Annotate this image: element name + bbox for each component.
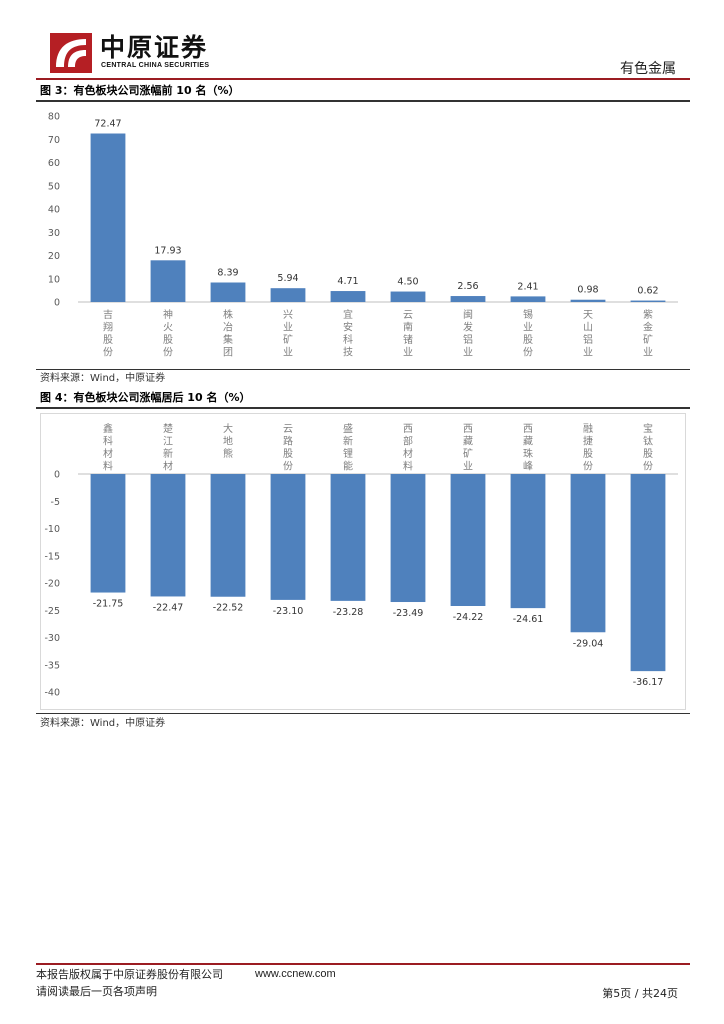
category-label: 融捷股份 xyxy=(583,423,593,473)
category-label: 云路股份 xyxy=(283,424,293,473)
category-label: 楚江新材 xyxy=(163,422,173,473)
bar xyxy=(210,474,246,597)
bar xyxy=(390,474,426,603)
y-tick-label: -20 xyxy=(44,579,60,590)
figure3-bar-chart: 0 10 20 30 40 50 60 70 80 72.47 吉翔股份 17.93 神火股份 8.39 株… xyxy=(48,112,678,359)
category-label: 兴业矿业 xyxy=(283,309,293,359)
bar xyxy=(450,296,486,302)
company-name-en: CENTRAL CHINA SECURITIES xyxy=(101,62,210,69)
footer-copyright: 本报告版权属于中原证券股份有限公司 xyxy=(36,968,223,981)
footer-url: www.ccnew.com xyxy=(255,968,336,980)
y-tick-label: -15 xyxy=(44,551,60,562)
y-tick-label: 0 xyxy=(54,298,60,309)
bar xyxy=(630,474,666,672)
category-label: 西藏矿业 xyxy=(463,424,473,473)
y-tick-label: 50 xyxy=(48,181,60,192)
data-label: 0.98 xyxy=(577,285,598,296)
bar xyxy=(90,474,126,593)
category-label: 宝钛股份 xyxy=(643,422,653,473)
data-label: 4.50 xyxy=(397,277,418,288)
category-label: 鑫科材料 xyxy=(103,422,113,473)
y-tick-label: 0 xyxy=(54,470,60,481)
footer-disclaimer: 请阅读最后一页各项声明 xyxy=(36,985,157,998)
data-label: -23.28 xyxy=(333,607,364,618)
bar xyxy=(210,282,246,302)
category-label: 紫金矿业 xyxy=(643,309,653,359)
y-tick-label: 60 xyxy=(48,158,60,169)
data-label: 5.94 xyxy=(277,273,298,284)
data-label: -23.49 xyxy=(393,608,424,619)
figure3-bottom-rule xyxy=(36,369,690,370)
category-label: 株冶集团 xyxy=(223,308,233,359)
bar xyxy=(330,474,366,601)
category-label: 闽发铝业 xyxy=(463,308,473,359)
y-tick-label: -25 xyxy=(44,606,60,617)
data-label: 8.39 xyxy=(217,267,238,278)
category-label: 西部材料 xyxy=(403,424,413,473)
y-tick-label: 30 xyxy=(48,228,60,239)
footer-divider xyxy=(36,963,690,965)
data-label: -29.04 xyxy=(573,638,604,649)
bar xyxy=(150,260,186,302)
data-label: 2.41 xyxy=(517,281,538,292)
y-tick-label: 20 xyxy=(48,251,60,262)
data-label: -36.17 xyxy=(633,677,664,688)
section-title: 有色金属 xyxy=(620,61,676,77)
figure4-bottom-rule xyxy=(36,713,690,714)
figure4-bar-chart: 0 -5 -10 -15 -20 -25 -30 -35 -40 -21.75 鑫科材料 -22.47… xyxy=(44,422,678,699)
bar xyxy=(450,474,486,606)
figure3-source: 资料来源：Wind，中原证券 xyxy=(40,373,166,384)
data-label: 72.47 xyxy=(94,119,121,130)
bar xyxy=(90,133,126,302)
bar xyxy=(330,291,366,302)
y-tick-label: 70 xyxy=(48,135,60,146)
y-tick-label: 80 xyxy=(48,112,60,123)
category-label: 天山铝业 xyxy=(583,310,593,359)
data-label: 4.71 xyxy=(337,276,358,287)
data-label: 17.93 xyxy=(154,245,181,256)
category-label: 吉翔股份 xyxy=(103,309,113,359)
data-label: -23.10 xyxy=(273,606,304,617)
bar xyxy=(510,296,546,302)
bar xyxy=(390,291,426,302)
bar xyxy=(270,288,306,302)
data-label: -22.47 xyxy=(153,602,184,613)
bar xyxy=(270,474,306,600)
y-tick-label: -40 xyxy=(44,688,60,699)
bar xyxy=(150,474,186,597)
y-tick-label: -30 xyxy=(44,633,60,644)
data-label: 0.62 xyxy=(637,286,658,297)
figure3-title: 图 3：有色板块公司涨幅前 10 名（%） xyxy=(40,84,240,97)
category-label: 盛新锂能 xyxy=(343,422,353,473)
data-label: -22.52 xyxy=(213,603,244,614)
figure4-source: 资料来源：Wind，中原证券 xyxy=(40,718,166,729)
category-label: 神火股份 xyxy=(163,308,173,359)
y-tick-label: -35 xyxy=(44,660,60,671)
company-name-cn: 中原证券 xyxy=(100,33,209,62)
data-label: -24.61 xyxy=(513,614,544,625)
data-label: 2.56 xyxy=(457,281,478,292)
y-tick-label: 40 xyxy=(48,205,60,216)
y-tick-label: -5 xyxy=(51,497,60,508)
y-tick-label: 10 xyxy=(48,274,60,285)
bar xyxy=(630,300,666,302)
category-label: 锡业股份 xyxy=(523,308,533,359)
bar xyxy=(570,299,606,302)
category-label: 宜安科技 xyxy=(343,308,353,359)
y-tick-label: -10 xyxy=(44,524,60,535)
bar xyxy=(570,474,606,633)
bar xyxy=(510,474,546,609)
data-label: -21.75 xyxy=(93,599,124,610)
page-number: 第5页 / 共24页 xyxy=(602,987,678,1000)
category-label: 大地熊 xyxy=(223,422,233,460)
header-divider xyxy=(36,78,690,80)
figure4-top-rule xyxy=(36,407,690,409)
figure3-top-rule xyxy=(36,100,690,102)
data-label: -24.22 xyxy=(453,612,484,623)
company-logo-icon xyxy=(50,33,92,73)
figure4-title: 图 4：有色板块公司涨幅居后 10 名（%） xyxy=(40,391,251,404)
category-label: 云南锗业 xyxy=(403,310,413,359)
category-label: 西藏珠峰 xyxy=(523,424,533,473)
